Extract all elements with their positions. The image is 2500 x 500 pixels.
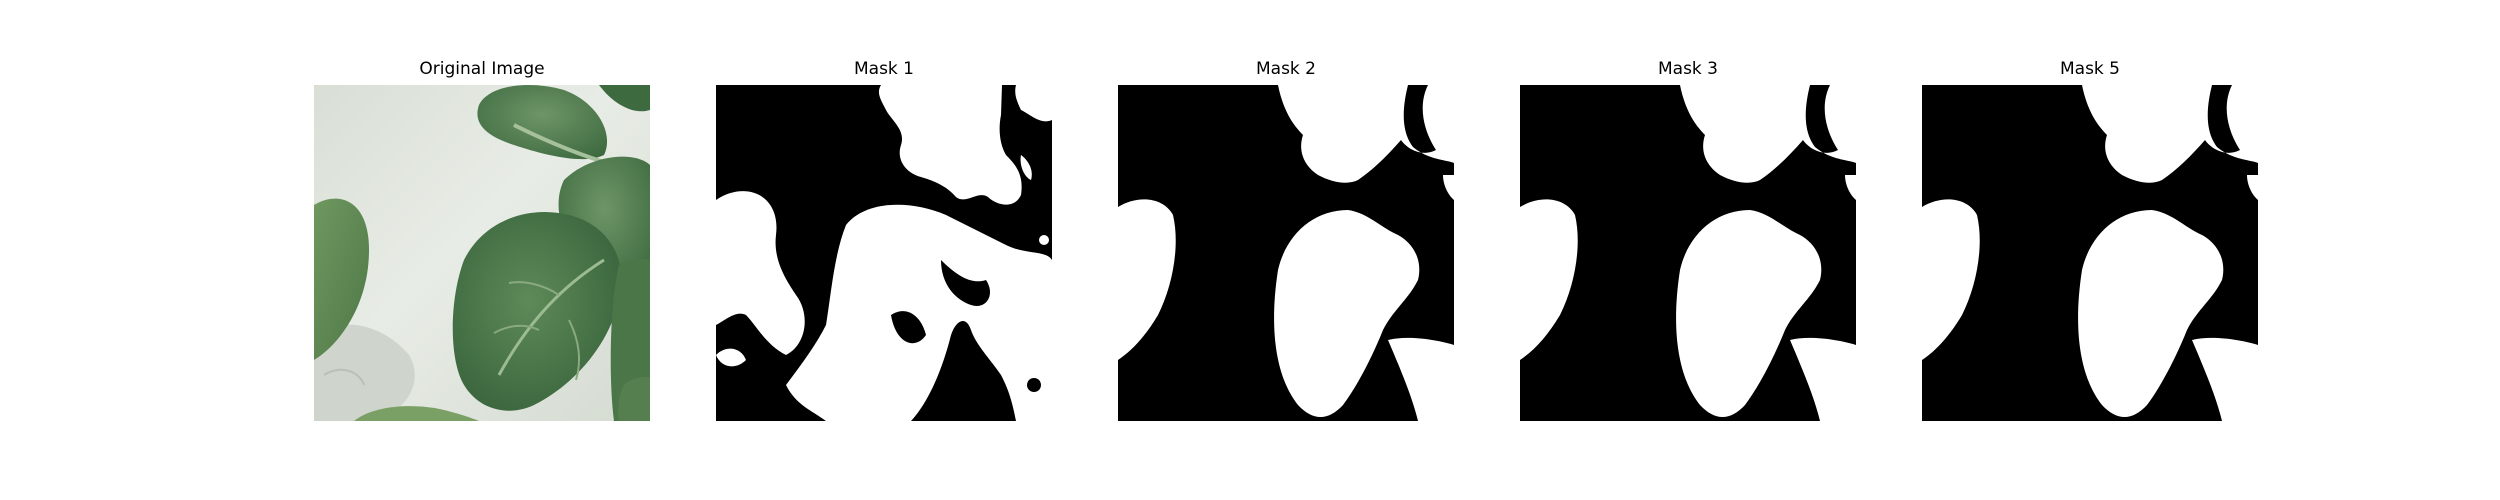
original-image [314, 85, 650, 421]
panel-title: Mask 2 [1255, 59, 1316, 79]
panel-mask-1: Mask 1 [716, 58, 1052, 424]
mask-image [1922, 85, 2258, 421]
panel-title: Original Image [419, 59, 545, 79]
panel-mask-2: Mask 2 [1118, 58, 1454, 424]
mask-image [716, 85, 1052, 421]
panel-title: Mask 5 [2059, 59, 2120, 79]
panel-mask-5: Mask 5 [1922, 58, 2258, 424]
panel-mask-3: Mask 3 [1520, 58, 1856, 424]
mask-image [1520, 85, 1856, 421]
mask-image [1118, 85, 1454, 421]
panel-original-image: Original Image [314, 58, 650, 424]
panel-title: Mask 3 [1657, 59, 1718, 79]
panel-title: Mask 1 [853, 59, 914, 79]
